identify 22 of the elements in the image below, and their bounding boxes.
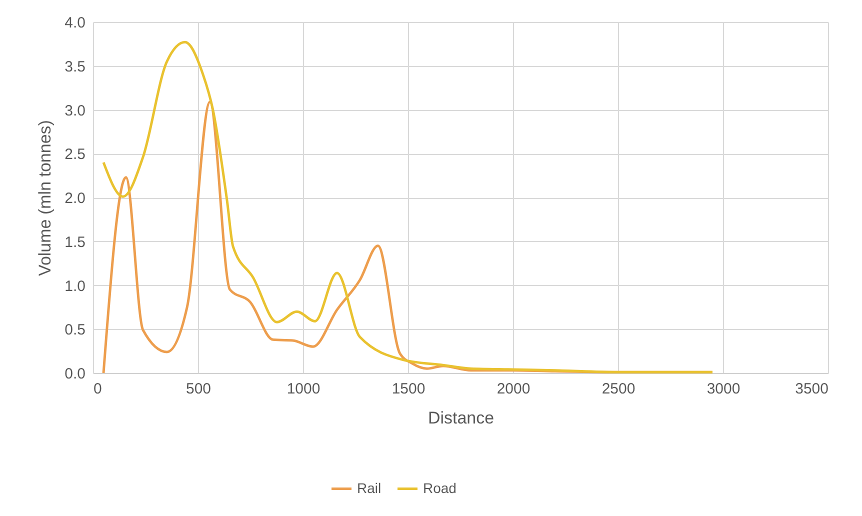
x-axis-title: Distance [428,408,494,428]
legend-label: Road [423,480,456,496]
y-tick-label: 4.0 [64,14,86,32]
x-tick-label: 2500 [602,380,636,398]
y-tick-label: 1.0 [64,278,86,295]
y-axis-title: Volume (mln tonnes) [36,120,55,276]
y-tick-label: 0.0 [64,366,86,382]
x-tick-label: 1000 [286,380,320,398]
x-tick-label: 2000 [496,380,530,398]
legend-label: Rail [357,480,382,496]
x-tick-label: 500 [186,380,212,398]
x-tick-label: 3000 [706,380,740,398]
y-tick-label: 3.0 [64,102,86,120]
y-tick-label: 2.0 [64,190,86,207]
line-series [102,40,714,374]
x-tick-label: 3500 [795,380,828,398]
y-tick-label: 1.5 [64,234,86,251]
y-tick-label: 0.5 [64,322,86,339]
x-tick-label: 0 [94,380,102,398]
y-tick-label: 2.5 [64,146,86,164]
x-tick-label: 1500 [392,380,426,398]
y-tick-label: 3.5 [64,58,86,76]
